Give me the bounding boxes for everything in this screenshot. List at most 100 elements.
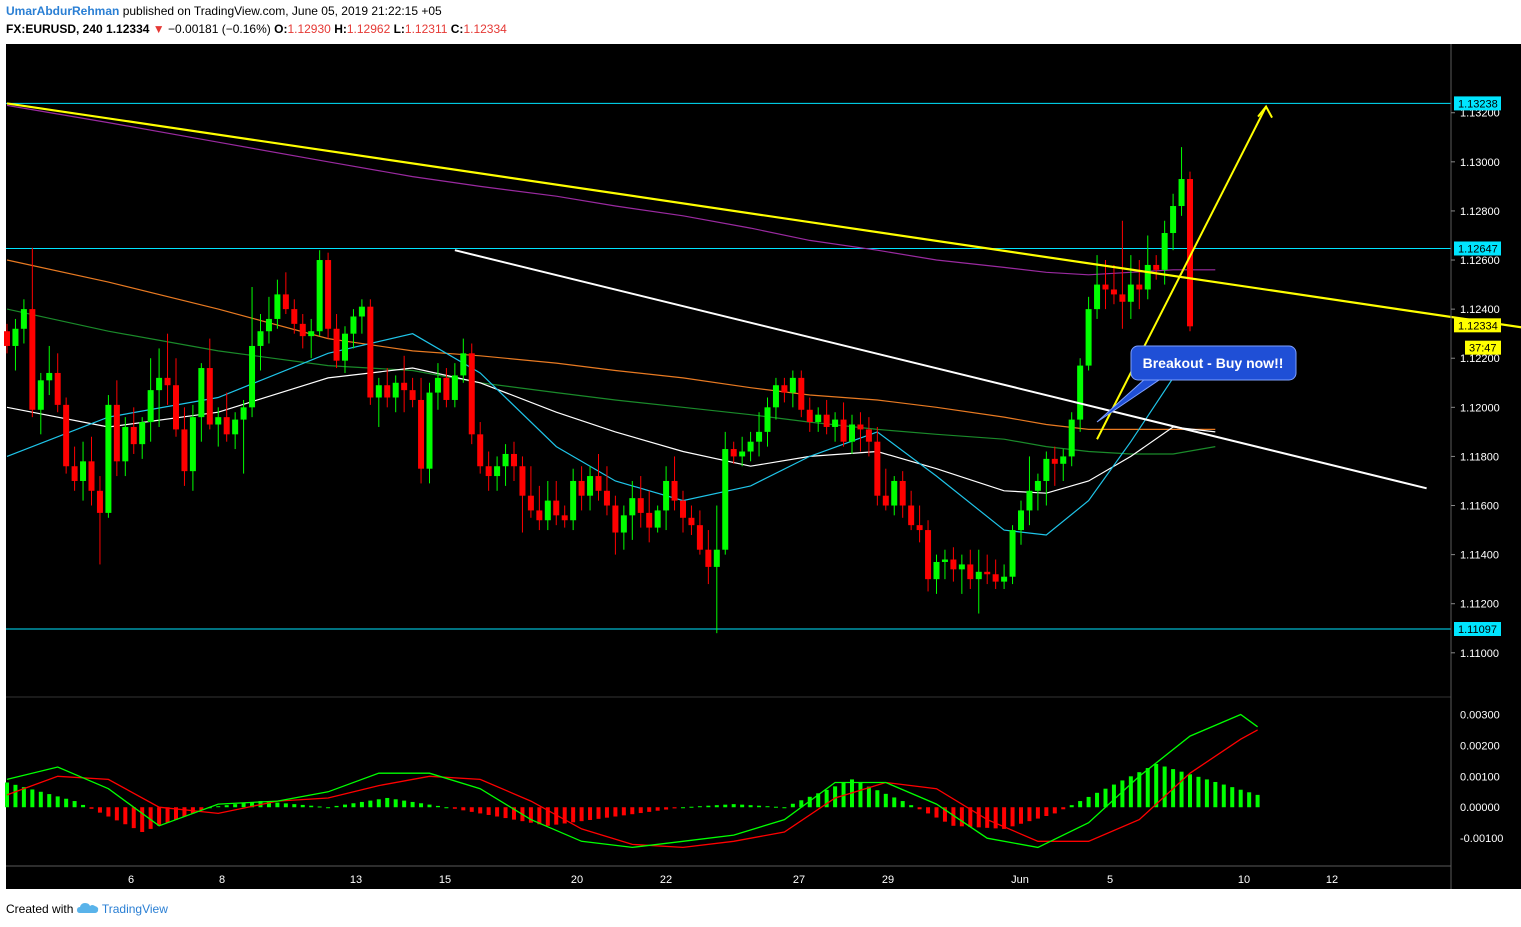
candle[interactable] bbox=[88, 436, 95, 506]
candle[interactable] bbox=[1051, 446, 1058, 486]
candle[interactable] bbox=[54, 353, 61, 413]
candle[interactable] bbox=[477, 422, 484, 474]
candle[interactable] bbox=[671, 456, 678, 511]
candle[interactable] bbox=[823, 399, 830, 435]
candle[interactable] bbox=[63, 397, 70, 474]
candle[interactable] bbox=[620, 505, 627, 550]
candle[interactable] bbox=[815, 407, 822, 432]
candle[interactable] bbox=[299, 314, 306, 349]
candle[interactable] bbox=[215, 407, 222, 447]
candle[interactable] bbox=[1026, 456, 1033, 526]
candle[interactable] bbox=[434, 363, 441, 410]
candle[interactable] bbox=[587, 466, 594, 511]
candle[interactable] bbox=[223, 392, 230, 442]
candle[interactable] bbox=[578, 466, 585, 511]
candle[interactable] bbox=[316, 250, 323, 337]
candle[interactable] bbox=[882, 468, 889, 511]
price-axis[interactable]: 1.13200 1.13000 1.12800 1.12600 1.12400 1.122… bbox=[1451, 96, 1501, 660]
candle[interactable] bbox=[1034, 473, 1041, 511]
candle[interactable] bbox=[12, 318, 19, 371]
candle[interactable] bbox=[1144, 235, 1151, 300]
candle[interactable] bbox=[80, 441, 87, 501]
macd-axis[interactable]: 0.00300 0.00200 0.00100 0.00000 -0.00100 bbox=[1460, 709, 1503, 845]
candle[interactable] bbox=[1178, 147, 1185, 216]
author-name[interactable]: UmarAbdurRehman bbox=[6, 4, 120, 18]
candle[interactable] bbox=[502, 444, 509, 486]
candle[interactable] bbox=[37, 372, 44, 435]
candle[interactable] bbox=[1119, 220, 1126, 329]
candle[interactable] bbox=[663, 466, 670, 531]
candle[interactable] bbox=[274, 279, 281, 329]
candle[interactable] bbox=[789, 370, 796, 408]
candle[interactable] bbox=[232, 412, 239, 450]
candle[interactable] bbox=[865, 417, 872, 457]
candle[interactable] bbox=[122, 417, 129, 477]
candle[interactable] bbox=[958, 554, 965, 594]
candle[interactable] bbox=[1043, 451, 1050, 506]
candle[interactable] bbox=[164, 333, 171, 405]
candle[interactable] bbox=[772, 377, 779, 420]
candle[interactable] bbox=[1060, 449, 1067, 481]
candle[interactable] bbox=[4, 323, 10, 354]
candle[interactable] bbox=[536, 485, 543, 531]
candle[interactable] bbox=[426, 382, 433, 484]
candle[interactable] bbox=[570, 468, 577, 531]
candle[interactable] bbox=[798, 370, 805, 418]
candle[interactable] bbox=[418, 377, 425, 484]
candle[interactable] bbox=[840, 402, 847, 447]
time-axis[interactable]: 6 8 13 15 20 22 27 29 Jun 5 10 12 bbox=[128, 874, 1338, 886]
candle[interactable] bbox=[730, 441, 737, 464]
candle[interactable] bbox=[1018, 500, 1024, 545]
candle[interactable] bbox=[71, 446, 78, 491]
candle[interactable] bbox=[739, 436, 746, 467]
candle[interactable] bbox=[680, 490, 686, 533]
candle[interactable] bbox=[832, 412, 839, 442]
candle[interactable] bbox=[1094, 255, 1101, 319]
candle[interactable] bbox=[747, 431, 754, 462]
candle[interactable] bbox=[925, 520, 932, 592]
candle[interactable] bbox=[1153, 255, 1160, 280]
candle[interactable] bbox=[519, 456, 526, 533]
candle[interactable] bbox=[384, 368, 391, 408]
candle[interactable] bbox=[485, 451, 492, 491]
candle[interactable] bbox=[629, 480, 636, 540]
candle[interactable] bbox=[333, 314, 340, 369]
candle[interactable] bbox=[722, 431, 729, 555]
candle[interactable] bbox=[705, 530, 712, 585]
candle[interactable] bbox=[992, 559, 999, 589]
candle[interactable] bbox=[975, 549, 982, 614]
candle[interactable] bbox=[908, 490, 915, 531]
candle[interactable] bbox=[511, 441, 517, 481]
candle[interactable] bbox=[764, 397, 771, 447]
candle[interactable] bbox=[401, 355, 408, 413]
candle[interactable] bbox=[29, 247, 36, 418]
candle[interactable] bbox=[603, 466, 610, 516]
candle[interactable] bbox=[342, 326, 348, 373]
candle[interactable] bbox=[105, 395, 112, 518]
candle[interactable] bbox=[1187, 171, 1193, 332]
candle[interactable] bbox=[257, 314, 264, 371]
candle[interactable] bbox=[249, 287, 256, 418]
candle[interactable] bbox=[781, 377, 788, 403]
candle[interactable] bbox=[874, 426, 881, 506]
candle[interactable] bbox=[561, 505, 568, 528]
symbol-name[interactable]: FX:EURUSD, 240 bbox=[6, 22, 103, 36]
candle[interactable] bbox=[941, 549, 948, 580]
candle[interactable] bbox=[375, 377, 382, 427]
candle[interactable] bbox=[198, 363, 205, 442]
candle[interactable] bbox=[849, 414, 855, 454]
candle[interactable] bbox=[130, 407, 137, 454]
candle[interactable] bbox=[443, 368, 450, 408]
candle[interactable] bbox=[595, 453, 602, 501]
candle[interactable] bbox=[181, 407, 188, 486]
candle[interactable] bbox=[544, 480, 551, 531]
brand-name[interactable]: TradingView bbox=[101, 902, 168, 916]
resistance-line[interactable] bbox=[454, 249, 1427, 490]
candle[interactable] bbox=[553, 480, 560, 526]
candle[interactable] bbox=[806, 397, 813, 432]
candle[interactable] bbox=[916, 505, 923, 543]
candle[interactable] bbox=[756, 412, 763, 457]
candle[interactable] bbox=[46, 345, 53, 396]
candle[interactable] bbox=[857, 412, 864, 452]
